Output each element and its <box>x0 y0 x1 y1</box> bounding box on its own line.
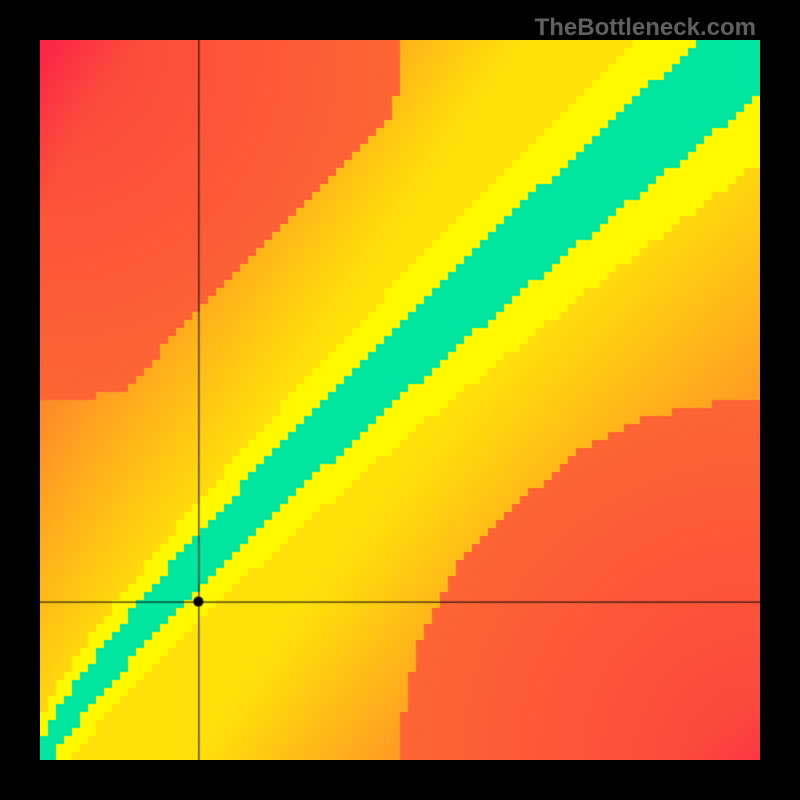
crosshair-overlay <box>40 40 760 760</box>
plot-area <box>40 40 760 760</box>
watermark-text: TheBottleneck.com <box>535 14 756 42</box>
